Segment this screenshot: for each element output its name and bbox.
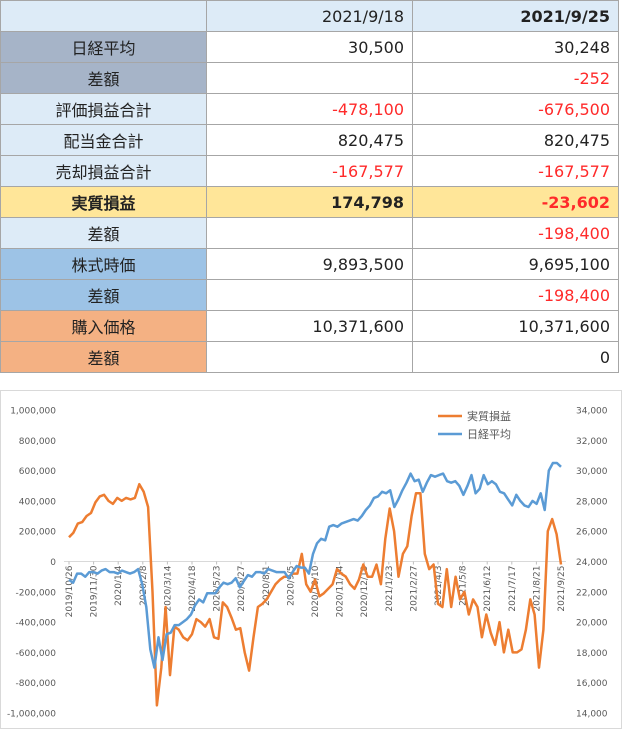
table-row: 差額 0 (0, 341, 619, 373)
x-tick-label: 2021/4/3 (434, 566, 444, 606)
x-tick-label: 2020/12/19 (360, 565, 370, 617)
row-label: 売却損益合計 (0, 155, 207, 187)
row-label: 差額 (0, 217, 207, 249)
table-header-row: 2021/9/18 2021/9/25 (0, 0, 619, 32)
y-right-tick-label: 30,000 (576, 467, 608, 477)
y-left-tick-label: 0 (50, 558, 56, 568)
row-value-1: 820,475 (206, 124, 413, 156)
row-label: 購入価格 (0, 310, 207, 342)
header-blank-cell (0, 0, 207, 32)
y-right-tick-label: 24,000 (576, 558, 608, 568)
y-left-tick-label: 200,000 (19, 528, 56, 538)
row-label: 配当金合計 (0, 124, 207, 156)
y-right-tick-label: 22,000 (576, 588, 608, 598)
table-row: 評価損益合計 -478,100 -676,500 (0, 93, 619, 125)
x-tick-label: 2020/10/10 (311, 565, 321, 617)
x-tick-label: 2020/9/5 (286, 566, 296, 606)
y-right-tick-label: 18,000 (576, 649, 608, 659)
y-left-tick-label: 1,000,000 (10, 407, 56, 417)
legend-label: 日経平均 (467, 428, 511, 441)
x-tick-label: 2021/7/17 (508, 566, 518, 612)
y-left-tick-label: 600,000 (19, 467, 56, 477)
table-row: 日経平均 30,500 30,248 (0, 31, 619, 63)
row-value-1: -478,100 (206, 93, 413, 125)
row-value-2: -198,400 (412, 279, 619, 311)
x-tick-label: 2019/10/26 (65, 565, 75, 617)
x-tick-label: 2021/1/23 (385, 566, 395, 612)
y-left-tick-label: -1,000,000 (7, 710, 56, 720)
row-value-1: 30,500 (206, 31, 413, 63)
y-right-tick-label: 26,000 (576, 528, 608, 538)
row-value-2: 0 (412, 341, 619, 373)
x-tick-label: 2021/8/21 (532, 566, 542, 612)
header-date-2: 2021/9/25 (412, 0, 619, 32)
y-left-tick-label: -800,000 (16, 679, 57, 689)
y-right-tick-label: 14,000 (576, 710, 608, 720)
x-tick-label: 2021/5/8 (459, 565, 469, 606)
table-row: 売却損益合計 -167,577 -167,577 (0, 155, 619, 187)
x-tick-label: 2021/2/27 (409, 566, 419, 612)
table-row: 実質損益 174,798 -23,602 (0, 186, 619, 218)
x-tick-label: 2021/6/12 (483, 566, 493, 612)
row-label: 実質損益 (0, 186, 207, 218)
y-left-tick-label: -400,000 (16, 619, 57, 629)
row-value-2: 10,371,600 (412, 310, 619, 342)
row-value-1: 174,798 (206, 186, 413, 218)
row-label: 日経平均 (0, 31, 207, 63)
table-row: 差額 -198,400 (0, 217, 619, 249)
row-value-1 (206, 62, 413, 94)
table-row: 差額 -198,400 (0, 279, 619, 311)
row-label: 差額 (0, 62, 207, 94)
x-tick-label: 2020/6/27 (237, 566, 247, 612)
y-left-tick-label: -600,000 (16, 649, 57, 659)
row-label: 差額 (0, 279, 207, 311)
row-value-2: -252 (412, 62, 619, 94)
y-left-tick-label: 800,000 (19, 437, 56, 447)
y-right-tick-label: 16,000 (576, 679, 608, 689)
x-tick-label: 2020/8/1 (262, 566, 272, 606)
series-line-actual-pnl (68, 482, 563, 707)
row-value-2: 820,475 (412, 124, 619, 156)
header-date-1: 2021/9/18 (206, 0, 413, 32)
line-chart: 1,000,000 800,000 600,000 400,000 200,000 0 -2… (0, 390, 622, 729)
row-value-2: -676,500 (412, 93, 619, 125)
row-value-2: -198,400 (412, 217, 619, 249)
row-value-2: 9,695,100 (412, 248, 619, 280)
x-tick-label: 2021/9/25 (557, 566, 567, 612)
row-value-1: -167,577 (206, 155, 413, 187)
row-label: 株式時価 (0, 248, 207, 280)
row-value-2: -23,602 (412, 186, 619, 218)
row-value-1 (206, 341, 413, 373)
table-row: 株式時価 9,893,500 9,695,100 (0, 248, 619, 280)
y-left-tick-label: -200,000 (16, 588, 57, 598)
row-value-1 (206, 217, 413, 249)
row-value-1: 9,893,500 (206, 248, 413, 280)
y-right-tick-label: 34,000 (576, 407, 608, 417)
y-left-tick-label: 400,000 (19, 497, 56, 507)
table-row: 差額 -252 (0, 62, 619, 94)
row-value-1: 10,371,600 (206, 310, 413, 342)
x-tick-label: 2019/11/30 (90, 565, 100, 617)
row-value-1 (206, 279, 413, 311)
legend-label: 実質損益 (467, 409, 511, 423)
x-tick-label: 2020/4/18 (188, 565, 198, 611)
y-right-tick-label: 32,000 (576, 437, 608, 447)
table-row: 購入価格 10,371,600 10,371,600 (0, 310, 619, 342)
x-tick-label: 2020/3/14 (163, 565, 173, 611)
table-row: 配当金合計 820,475 820,475 (0, 124, 619, 156)
x-tick-label: 2020/1/4 (114, 565, 124, 606)
x-tick-label: 2020/2/8 (139, 565, 149, 606)
row-label: 差額 (0, 341, 207, 373)
y-right-tick-label: 28,000 (576, 497, 608, 507)
summary-table: 2021/9/18 2021/9/25 日経平均 30,500 30,248 差額 -252… (0, 0, 619, 373)
row-label: 評価損益合計 (0, 93, 207, 125)
row-value-2: 30,248 (412, 31, 619, 63)
y-right-tick-label: 20,000 (576, 619, 608, 629)
row-value-2: -167,577 (412, 155, 619, 187)
series-line-nikkei (68, 461, 562, 669)
x-tick-label: 2020/11/14 (336, 565, 346, 617)
